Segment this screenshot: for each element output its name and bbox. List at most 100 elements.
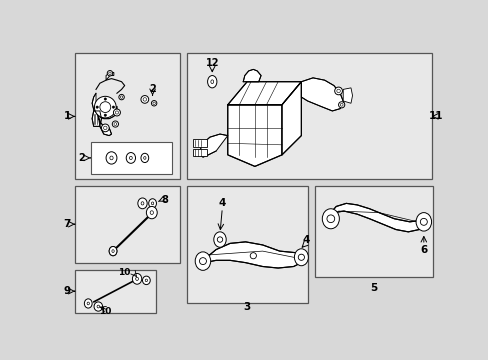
Ellipse shape xyxy=(132,274,142,284)
Polygon shape xyxy=(92,93,117,119)
Text: 5: 5 xyxy=(370,283,377,293)
Ellipse shape xyxy=(135,277,138,280)
Ellipse shape xyxy=(138,198,147,209)
Circle shape xyxy=(217,237,222,242)
Ellipse shape xyxy=(110,156,113,160)
Circle shape xyxy=(107,71,112,76)
Polygon shape xyxy=(199,134,227,157)
Ellipse shape xyxy=(112,250,114,252)
Ellipse shape xyxy=(87,302,89,305)
Ellipse shape xyxy=(106,152,117,164)
Ellipse shape xyxy=(84,299,92,308)
Ellipse shape xyxy=(148,199,156,208)
Bar xyxy=(187,186,307,303)
Circle shape xyxy=(115,111,118,114)
Text: 4: 4 xyxy=(218,198,225,208)
Ellipse shape xyxy=(94,302,102,311)
Text: 10: 10 xyxy=(99,307,111,316)
Ellipse shape xyxy=(294,249,308,266)
Circle shape xyxy=(336,89,340,93)
Bar xyxy=(315,186,432,276)
Text: 1: 1 xyxy=(63,111,71,121)
Ellipse shape xyxy=(213,232,226,247)
Ellipse shape xyxy=(145,279,147,282)
Circle shape xyxy=(326,215,334,222)
Text: 2: 2 xyxy=(79,153,85,163)
Ellipse shape xyxy=(200,258,205,264)
Bar xyxy=(192,139,206,147)
Circle shape xyxy=(340,103,343,106)
Ellipse shape xyxy=(141,153,148,163)
Polygon shape xyxy=(330,203,425,232)
Circle shape xyxy=(113,109,120,116)
Circle shape xyxy=(100,102,110,112)
Bar xyxy=(75,53,179,179)
Circle shape xyxy=(101,124,109,132)
Text: 2: 2 xyxy=(149,84,156,94)
Ellipse shape xyxy=(195,252,210,270)
Polygon shape xyxy=(343,88,352,103)
Ellipse shape xyxy=(126,153,135,163)
Circle shape xyxy=(114,123,117,125)
Ellipse shape xyxy=(143,157,146,159)
Circle shape xyxy=(112,121,118,127)
Ellipse shape xyxy=(146,206,157,219)
Ellipse shape xyxy=(97,305,100,308)
Circle shape xyxy=(94,96,116,118)
Text: 4: 4 xyxy=(302,235,309,244)
Ellipse shape xyxy=(415,213,431,231)
Circle shape xyxy=(250,253,256,259)
Ellipse shape xyxy=(142,276,150,285)
Bar xyxy=(75,186,179,263)
Text: 6: 6 xyxy=(419,244,427,255)
Text: 10: 10 xyxy=(118,268,131,277)
Ellipse shape xyxy=(210,80,213,84)
Polygon shape xyxy=(199,242,301,268)
Text: 12: 12 xyxy=(205,58,219,68)
Circle shape xyxy=(119,94,124,100)
Text: 11: 11 xyxy=(428,111,443,121)
Text: 3: 3 xyxy=(243,302,250,311)
Circle shape xyxy=(153,102,155,104)
Circle shape xyxy=(104,98,106,100)
Ellipse shape xyxy=(109,247,117,256)
Ellipse shape xyxy=(327,216,333,222)
Circle shape xyxy=(112,106,114,108)
Ellipse shape xyxy=(207,76,217,88)
Circle shape xyxy=(334,87,342,95)
Ellipse shape xyxy=(129,156,132,159)
Circle shape xyxy=(104,114,106,116)
Ellipse shape xyxy=(151,202,153,205)
Text: 8: 8 xyxy=(162,195,168,205)
Text: 7: 7 xyxy=(63,219,71,229)
Circle shape xyxy=(120,96,122,98)
Polygon shape xyxy=(282,82,301,155)
Text: 9: 9 xyxy=(63,286,71,296)
Circle shape xyxy=(151,100,157,106)
Bar xyxy=(187,53,431,179)
Ellipse shape xyxy=(421,219,425,225)
Polygon shape xyxy=(227,105,282,166)
Circle shape xyxy=(141,95,148,103)
Bar xyxy=(75,270,156,313)
Polygon shape xyxy=(98,116,111,136)
Ellipse shape xyxy=(150,211,153,215)
Circle shape xyxy=(420,219,427,225)
Circle shape xyxy=(108,72,111,75)
Circle shape xyxy=(338,102,344,108)
Ellipse shape xyxy=(322,209,339,229)
Polygon shape xyxy=(106,72,114,80)
Circle shape xyxy=(96,106,98,108)
Circle shape xyxy=(103,126,107,130)
Circle shape xyxy=(199,258,206,265)
Polygon shape xyxy=(243,69,261,82)
Ellipse shape xyxy=(141,202,143,205)
Bar xyxy=(192,149,206,156)
Circle shape xyxy=(298,254,304,260)
Bar xyxy=(90,142,172,174)
Polygon shape xyxy=(227,82,301,105)
Ellipse shape xyxy=(299,255,303,260)
Ellipse shape xyxy=(218,237,222,242)
Circle shape xyxy=(143,98,146,101)
Polygon shape xyxy=(92,111,101,126)
